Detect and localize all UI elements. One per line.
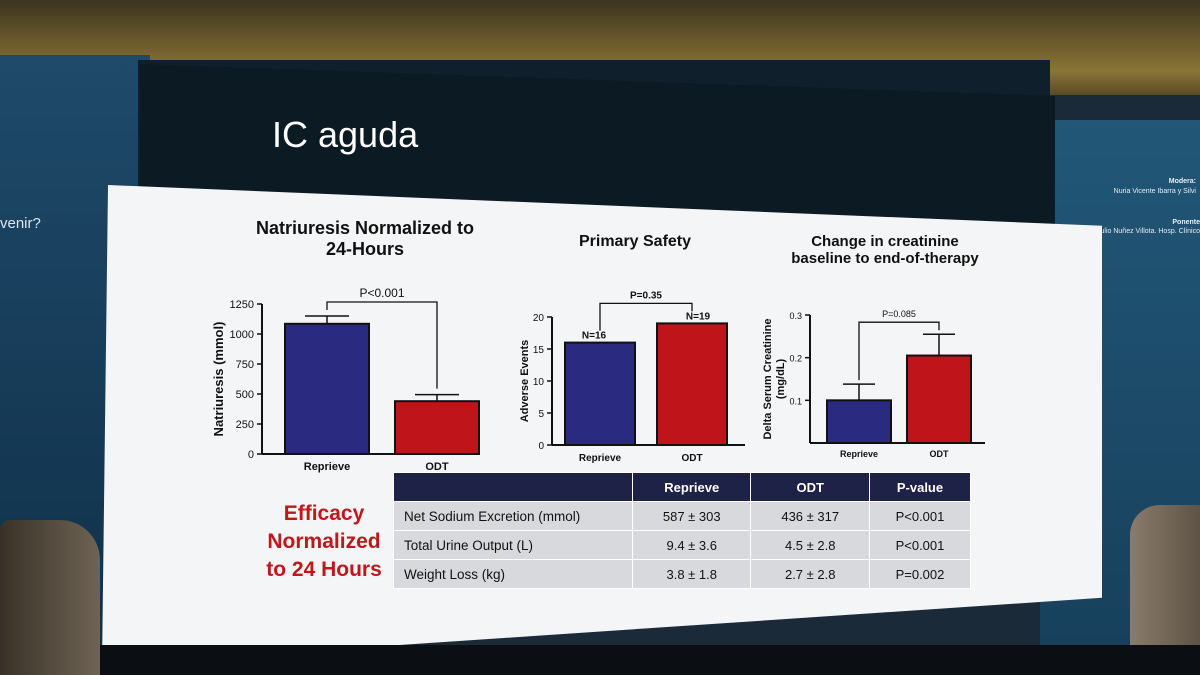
y-tick-label: 20 — [533, 313, 545, 324]
speaker-names: Julio Nuñez Villota. Hosp. Clínico — [1097, 228, 1200, 235]
table-row: Weight Loss (kg) 3.8 ± 1.8 2.7 ± 2.8 P=0… — [393, 559, 972, 589]
p-value-annotation: P=0.085 — [882, 309, 916, 319]
bar-data-label: N=16 — [582, 331, 607, 342]
table-header-pvalue: P-value — [868, 472, 972, 502]
y-tick-label: 0.2 — [789, 354, 802, 364]
y-tick-label: 750 — [236, 359, 254, 371]
y-tick-label: 1250 — [230, 299, 254, 311]
y-axis-label: Delta Serum Creatinine(mg/dL) — [762, 318, 787, 439]
efficacy-line3: to 24 Hours — [266, 558, 382, 581]
chart1-title-line1: Natriuresis Normalized to — [255, 218, 475, 238]
x-tick-label: Reprieve — [579, 453, 622, 464]
x-tick-label: Reprieve — [840, 449, 878, 459]
y-tick-label: 0.1 — [789, 396, 802, 406]
table-header-odt: ODT — [750, 472, 870, 502]
p-value-annotation: P=0.35 — [630, 290, 662, 301]
bar-reprieve — [826, 399, 892, 445]
y-tick-label: 5 — [538, 409, 544, 420]
slide-title: IC aguda — [272, 114, 419, 155]
table-header-row: Reprieve ODT P-value — [393, 472, 972, 502]
table-cell: P<0.001 — [868, 530, 972, 560]
chart2-primary-safety: 0 5 10 15 20 Adverse Events Reprieve N=16 ODT N=1… — [519, 290, 745, 464]
y-axis-label-line: Delta Serum Creatinine — [762, 318, 774, 439]
y-tick-label: 1000 — [230, 329, 254, 341]
bar-odt — [656, 322, 728, 446]
y-tick-label: 10 — [533, 377, 545, 388]
chart1-title-line2: 24-Hours — [325, 238, 405, 259]
table-cell: 587 ± 303 — [631, 501, 752, 531]
chart3-title-line1: Change in creatinine — [811, 233, 959, 250]
chart2-title: Primary Safety — [550, 233, 720, 251]
bar-data-label: N=19 — [686, 311, 711, 322]
table-cell: 436 ± 317 — [750, 501, 870, 531]
y-tick-label: 15 — [533, 345, 545, 356]
significance-bracket — [858, 321, 940, 381]
y-axis-label-line: Adverse Events — [519, 340, 531, 423]
table-cell: 3.8 ± 1.8 — [631, 559, 752, 589]
table-cell: P=0.002 — [868, 559, 972, 589]
y-axis-label: Adverse Events — [519, 340, 531, 423]
backdrop-left-text: venir? — [0, 215, 41, 232]
x-tick-label: ODT — [930, 449, 950, 459]
y-axis-label: Natriuresis (mmol) — [211, 322, 226, 437]
audience-person-left — [0, 520, 100, 675]
stage-floor — [100, 645, 1200, 675]
y-tick-label: 250 — [236, 419, 254, 431]
chart3-title-line2: baseline to end-of-therapy — [791, 250, 979, 268]
efficacy-line1: Efficacy — [283, 502, 365, 525]
table-header-empty — [393, 472, 633, 502]
y-tick-label: 0 — [538, 441, 544, 452]
chart3-title: Change in creatinine baseline to end-of-… — [770, 233, 1000, 268]
moderator-names: Nuria Vicente Ibarra y Silvi — [1113, 188, 1196, 195]
chart1-title: Natriuresis Normalized to 24-Hours — [230, 218, 500, 259]
efficacy-line2: Normalized — [267, 530, 381, 553]
moderator-label: Modera: — [1168, 178, 1196, 185]
efficacy-table: Reprieve ODT P-value Net Sodium Excretio… — [393, 472, 972, 589]
table-cell: 4.5 ± 2.8 — [750, 530, 870, 560]
table-cell: 9.4 ± 3.6 — [631, 530, 752, 560]
y-tick-label: 0.3 — [789, 311, 802, 321]
chart2-title-line1: Primary Safety — [578, 233, 692, 250]
table-cell: P<0.001 — [868, 501, 972, 531]
chart1-natriuresis: 0 250 500 750 1000 1250 Natriuresis (mmol) Repr… — [211, 286, 480, 473]
y-tick-label: 0 — [248, 449, 254, 461]
p-value-annotation: P<0.001 — [359, 286, 404, 300]
table-cell: Net Sodium Excretion (mmol) — [393, 501, 633, 531]
x-tick-label: Reprieve — [304, 461, 350, 473]
bar-odt — [906, 354, 972, 444]
significance-bracket — [599, 302, 693, 331]
y-axis-label-line: Natriuresis (mmol) — [211, 322, 226, 437]
significance-bracket — [326, 301, 438, 389]
table-header-reprieve: Reprieve — [631, 472, 752, 502]
table-cell: 2.7 ± 2.8 — [750, 559, 870, 589]
table-row: Total Urine Output (L) 9.4 ± 3.6 4.5 ± 2… — [393, 530, 972, 560]
bar-reprieve — [284, 322, 370, 455]
table-cell: Total Urine Output (L) — [393, 530, 633, 560]
efficacy-label: Efficacy Normalized to 24 Hours — [258, 500, 390, 584]
x-tick-label: ODT — [681, 453, 702, 464]
speaker-label: Ponente — [1172, 219, 1200, 226]
table-row: Net Sodium Excretion (mmol) 587 ± 303 43… — [393, 501, 972, 531]
bar-reprieve — [564, 341, 636, 446]
x-tick-label: ODT — [425, 461, 449, 473]
y-axis-label-line: (mg/dL) — [775, 359, 787, 400]
bar-odt — [394, 400, 480, 455]
table-cell: Weight Loss (kg) — [393, 559, 633, 589]
y-tick-label: 500 — [236, 389, 254, 401]
